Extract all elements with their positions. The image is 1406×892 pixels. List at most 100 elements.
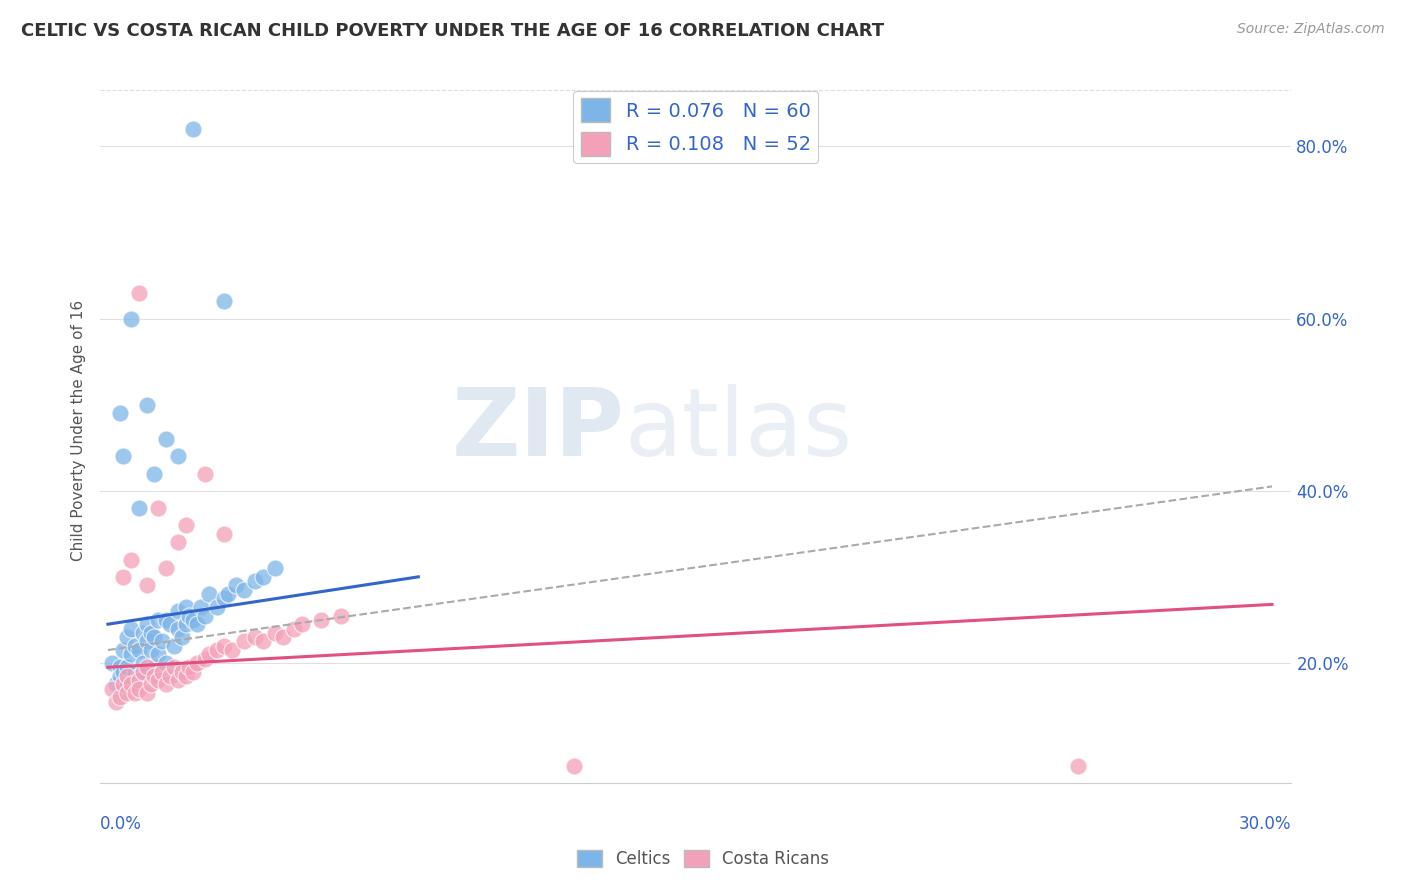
Point <box>148 613 170 627</box>
Point <box>252 634 274 648</box>
Point <box>181 665 204 679</box>
Point <box>174 617 197 632</box>
Text: 30.0%: 30.0% <box>1239 815 1292 833</box>
Point <box>120 311 142 326</box>
Point <box>186 617 208 632</box>
Point <box>170 665 193 679</box>
Point <box>174 599 197 614</box>
Point <box>100 656 122 670</box>
Point <box>104 677 127 691</box>
Point <box>1067 759 1090 773</box>
Point <box>120 648 142 662</box>
Point <box>128 500 150 515</box>
Point <box>166 622 188 636</box>
Point <box>139 677 162 691</box>
Point <box>252 570 274 584</box>
Point <box>112 677 135 691</box>
Point <box>148 673 170 688</box>
Point <box>163 660 186 674</box>
Point <box>135 398 157 412</box>
Point <box>120 677 142 691</box>
Point <box>132 625 155 640</box>
Point <box>112 450 135 464</box>
Point <box>135 578 157 592</box>
Point <box>112 665 135 679</box>
Point <box>117 669 139 683</box>
Point <box>120 552 142 566</box>
Point <box>181 122 204 136</box>
Point <box>135 665 157 679</box>
Point <box>108 669 131 683</box>
Point <box>124 686 146 700</box>
Point <box>143 467 166 481</box>
Y-axis label: Child Poverty Under the Age of 16: Child Poverty Under the Age of 16 <box>72 300 86 561</box>
Point <box>174 518 197 533</box>
Text: ZIP: ZIP <box>451 384 624 476</box>
Point <box>197 648 219 662</box>
Point <box>143 660 166 674</box>
Point <box>128 285 150 300</box>
Point <box>159 617 181 632</box>
Point <box>245 630 267 644</box>
Point <box>128 681 150 696</box>
Point <box>174 669 197 683</box>
Point <box>104 695 127 709</box>
Point <box>232 582 254 597</box>
Point <box>221 643 243 657</box>
Point <box>186 656 208 670</box>
Point <box>291 617 314 632</box>
Point <box>100 681 122 696</box>
Point <box>179 660 201 674</box>
Point <box>148 648 170 662</box>
Text: atlas: atlas <box>624 384 852 476</box>
Point <box>117 677 139 691</box>
Point <box>124 639 146 653</box>
Point <box>214 294 236 309</box>
Point <box>155 613 177 627</box>
Legend: Celtics, Costa Ricans: Celtics, Costa Ricans <box>571 843 835 875</box>
Point <box>194 651 217 665</box>
Point <box>135 686 157 700</box>
Point <box>214 639 236 653</box>
Point <box>112 570 135 584</box>
Point <box>135 634 157 648</box>
Point <box>166 535 188 549</box>
Point <box>181 613 204 627</box>
Point <box>112 643 135 657</box>
Point <box>263 625 285 640</box>
Point <box>197 587 219 601</box>
Point <box>155 656 177 670</box>
Point <box>139 625 162 640</box>
Point <box>155 561 177 575</box>
Point <box>170 630 193 644</box>
Point <box>135 660 157 674</box>
Point <box>225 578 247 592</box>
Point <box>143 630 166 644</box>
Point <box>139 643 162 657</box>
Point <box>311 613 333 627</box>
Point <box>132 665 155 679</box>
Point <box>128 643 150 657</box>
Point <box>205 643 228 657</box>
Point <box>166 450 188 464</box>
Point <box>214 526 236 541</box>
Point <box>128 673 150 688</box>
Point <box>194 467 217 481</box>
Point <box>120 622 142 636</box>
Point <box>283 622 305 636</box>
Text: 0.0%: 0.0% <box>100 815 142 833</box>
Text: CELTIC VS COSTA RICAN CHILD POVERTY UNDER THE AGE OF 16 CORRELATION CHART: CELTIC VS COSTA RICAN CHILD POVERTY UNDE… <box>21 22 884 40</box>
Point <box>214 591 236 606</box>
Point <box>124 665 146 679</box>
Point <box>117 660 139 674</box>
Point <box>108 690 131 705</box>
Point <box>159 669 181 683</box>
Point <box>148 500 170 515</box>
Point <box>155 432 177 446</box>
Point <box>117 630 139 644</box>
Point <box>108 406 131 420</box>
Point <box>217 587 239 601</box>
Point <box>150 665 173 679</box>
Point <box>194 608 217 623</box>
Point <box>166 673 188 688</box>
